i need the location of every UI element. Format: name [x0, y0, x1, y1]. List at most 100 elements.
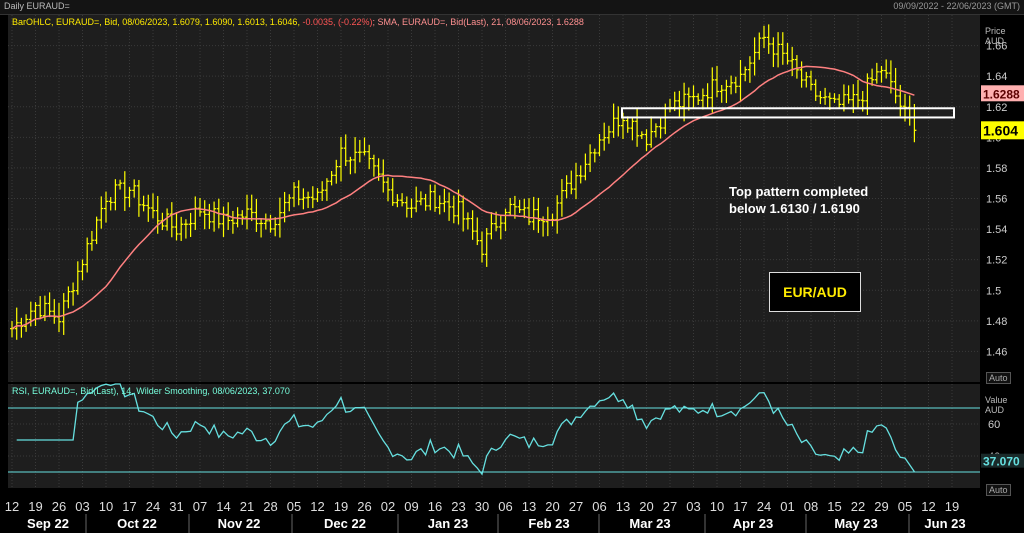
rsi-axis-title-1: Value	[985, 395, 1008, 405]
sma-value-tag: 1.6288	[981, 85, 1024, 102]
month-label: May 23	[834, 516, 877, 531]
ohlc-bar	[94, 216, 99, 245]
top-pattern-zone	[621, 107, 955, 119]
ohlc-bar	[24, 314, 29, 332]
ohlc-bar	[682, 82, 687, 122]
ohlc-bar	[508, 197, 513, 216]
date-tick-label: 16	[428, 499, 442, 514]
ohlc-bar	[823, 87, 828, 105]
rsi-panel	[8, 384, 980, 488]
date-tick-label: 27	[663, 499, 677, 514]
date-tick-label: 09	[404, 499, 418, 514]
ohlc-bar	[14, 307, 19, 340]
rsi-axis-title-2: AUD	[985, 405, 1005, 415]
sma-value-tag-text: 1.6288	[983, 87, 1020, 101]
ohlc-bar	[611, 103, 616, 138]
ohlc-bar	[799, 61, 804, 88]
ohlc-bar	[677, 90, 682, 119]
ohlc-bar	[827, 92, 832, 110]
date-tick-label: 23	[451, 499, 465, 514]
price-tick-label: 1.46	[986, 346, 1007, 358]
ohlc-bar	[141, 195, 146, 212]
date-tick-label: 26	[52, 499, 66, 514]
price-tick-label: 1.5	[986, 285, 1001, 297]
ohlc-bar	[738, 59, 743, 102]
month-label: Feb 23	[528, 516, 569, 531]
ohlc-legend: BarOHLC, EURAUD=, Bid, 08/06/2023, 1.607…	[12, 17, 303, 27]
ohlc-bar	[52, 299, 57, 324]
ohlc-bar	[649, 116, 654, 148]
pair-label: EUR/AUD	[783, 284, 847, 300]
ohlc-bar	[583, 153, 588, 181]
ohlc-bar	[348, 156, 353, 175]
date-tick-label: 20	[639, 499, 653, 514]
ohlc-bar	[569, 170, 574, 195]
ohlc-bar	[390, 178, 395, 206]
rsi-value-tag: 37.070	[981, 453, 1024, 469]
price-axis-title-1: Price	[985, 26, 1006, 36]
ohlc-bar	[104, 191, 108, 223]
ohlc-bar	[10, 321, 14, 338]
ohlc-bar	[165, 208, 170, 231]
ohlc-bar	[818, 90, 823, 105]
date-tick-label: 07	[193, 499, 207, 514]
ohlc-bar	[893, 67, 898, 104]
rsi-line	[16, 383, 915, 476]
ohlc-bar	[259, 219, 264, 238]
ohlc-bar	[174, 212, 179, 241]
date-tick-label: 12	[921, 499, 935, 514]
date-tick-label: 10	[99, 499, 113, 514]
ohlc-bar	[89, 230, 94, 251]
month-label: Sep 22	[27, 516, 69, 531]
ohlc-bar	[766, 24, 771, 54]
ohlc-bar	[212, 201, 217, 232]
date-tick-label: 02	[381, 499, 395, 514]
ohlc-bar	[207, 203, 212, 229]
ohlc-bar	[616, 106, 621, 137]
ohlc-bar	[809, 70, 813, 91]
ohlc-bar	[447, 192, 452, 221]
ohlc-bar	[362, 137, 367, 156]
ohlc-bar	[367, 144, 372, 170]
ohlc-bar	[658, 116, 663, 139]
ohlc-bar	[136, 179, 141, 217]
ohlc-bar	[451, 195, 456, 224]
ohlc-bar	[574, 162, 578, 200]
ohlc-bar	[762, 25, 766, 49]
price-tick-label: 1.64	[986, 71, 1007, 83]
ohlc-bar	[287, 194, 292, 212]
ohlc-bar	[404, 196, 409, 218]
ohlc-bar	[183, 219, 188, 239]
ohlc-bar	[771, 37, 776, 68]
date-tick-label: 19	[945, 499, 959, 514]
ohlc-bar	[710, 67, 715, 113]
date-tick-label: 29	[874, 499, 888, 514]
ohlc-bar	[879, 65, 884, 83]
ohlc-bar	[912, 103, 917, 143]
ohlc-bar	[536, 197, 541, 233]
ohlc-bar	[719, 84, 724, 103]
ohlc-bar	[465, 212, 470, 230]
date-tick-label: 17	[733, 499, 747, 514]
ohlc-bar	[400, 193, 405, 207]
ohlc-bar	[47, 292, 52, 318]
ohlc-bar	[169, 202, 174, 238]
ohlc-bar	[315, 188, 320, 203]
date-tick-label: 21	[240, 499, 254, 514]
ohlc-bar	[240, 210, 245, 225]
ohlc-bar	[296, 180, 301, 206]
price-axis-title: Price AUD	[985, 26, 1006, 46]
ohlc-bar	[757, 32, 762, 60]
pattern-annotation: Top pattern completed below 1.6130 / 1.6…	[729, 183, 868, 217]
ohlc-bar	[75, 261, 80, 295]
ohlc-bar	[80, 259, 85, 281]
price-auto-scale-button[interactable]: Auto	[986, 372, 1011, 384]
ohlc-bar	[461, 195, 466, 232]
date-tick-label: 17	[122, 499, 136, 514]
ohlc-bar	[127, 186, 132, 208]
rsi-auto-scale-button[interactable]: Auto	[986, 484, 1011, 496]
ohlc-bar	[146, 194, 151, 222]
ohlc-bar	[498, 214, 503, 240]
date-tick-label: 26	[357, 499, 371, 514]
